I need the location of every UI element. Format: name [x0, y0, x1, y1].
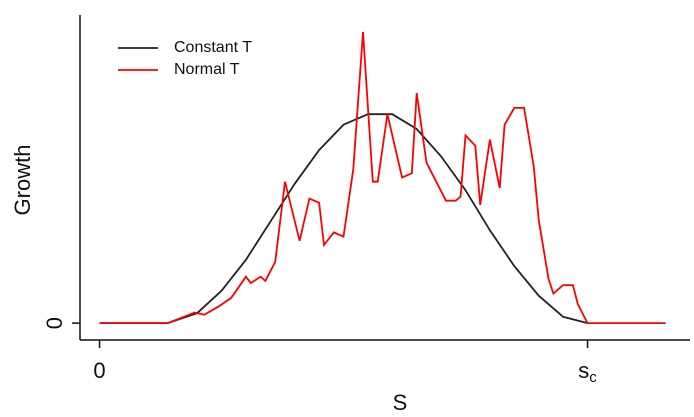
- y-axis-label: Growth: [10, 145, 35, 216]
- x-tick-label: 0: [93, 358, 105, 383]
- series-line: [99, 113, 588, 324]
- x-tick-label-main: s: [578, 358, 589, 383]
- x-tick-label: sc: [578, 358, 597, 386]
- x-tick-label-sub: c: [589, 369, 597, 386]
- legend-label: Normal T: [174, 61, 240, 78]
- x-axis-label: S: [393, 390, 408, 415]
- series-line: [99, 31, 666, 324]
- legend-label: Constant T: [174, 39, 252, 56]
- y-tick-label: 0: [42, 317, 67, 329]
